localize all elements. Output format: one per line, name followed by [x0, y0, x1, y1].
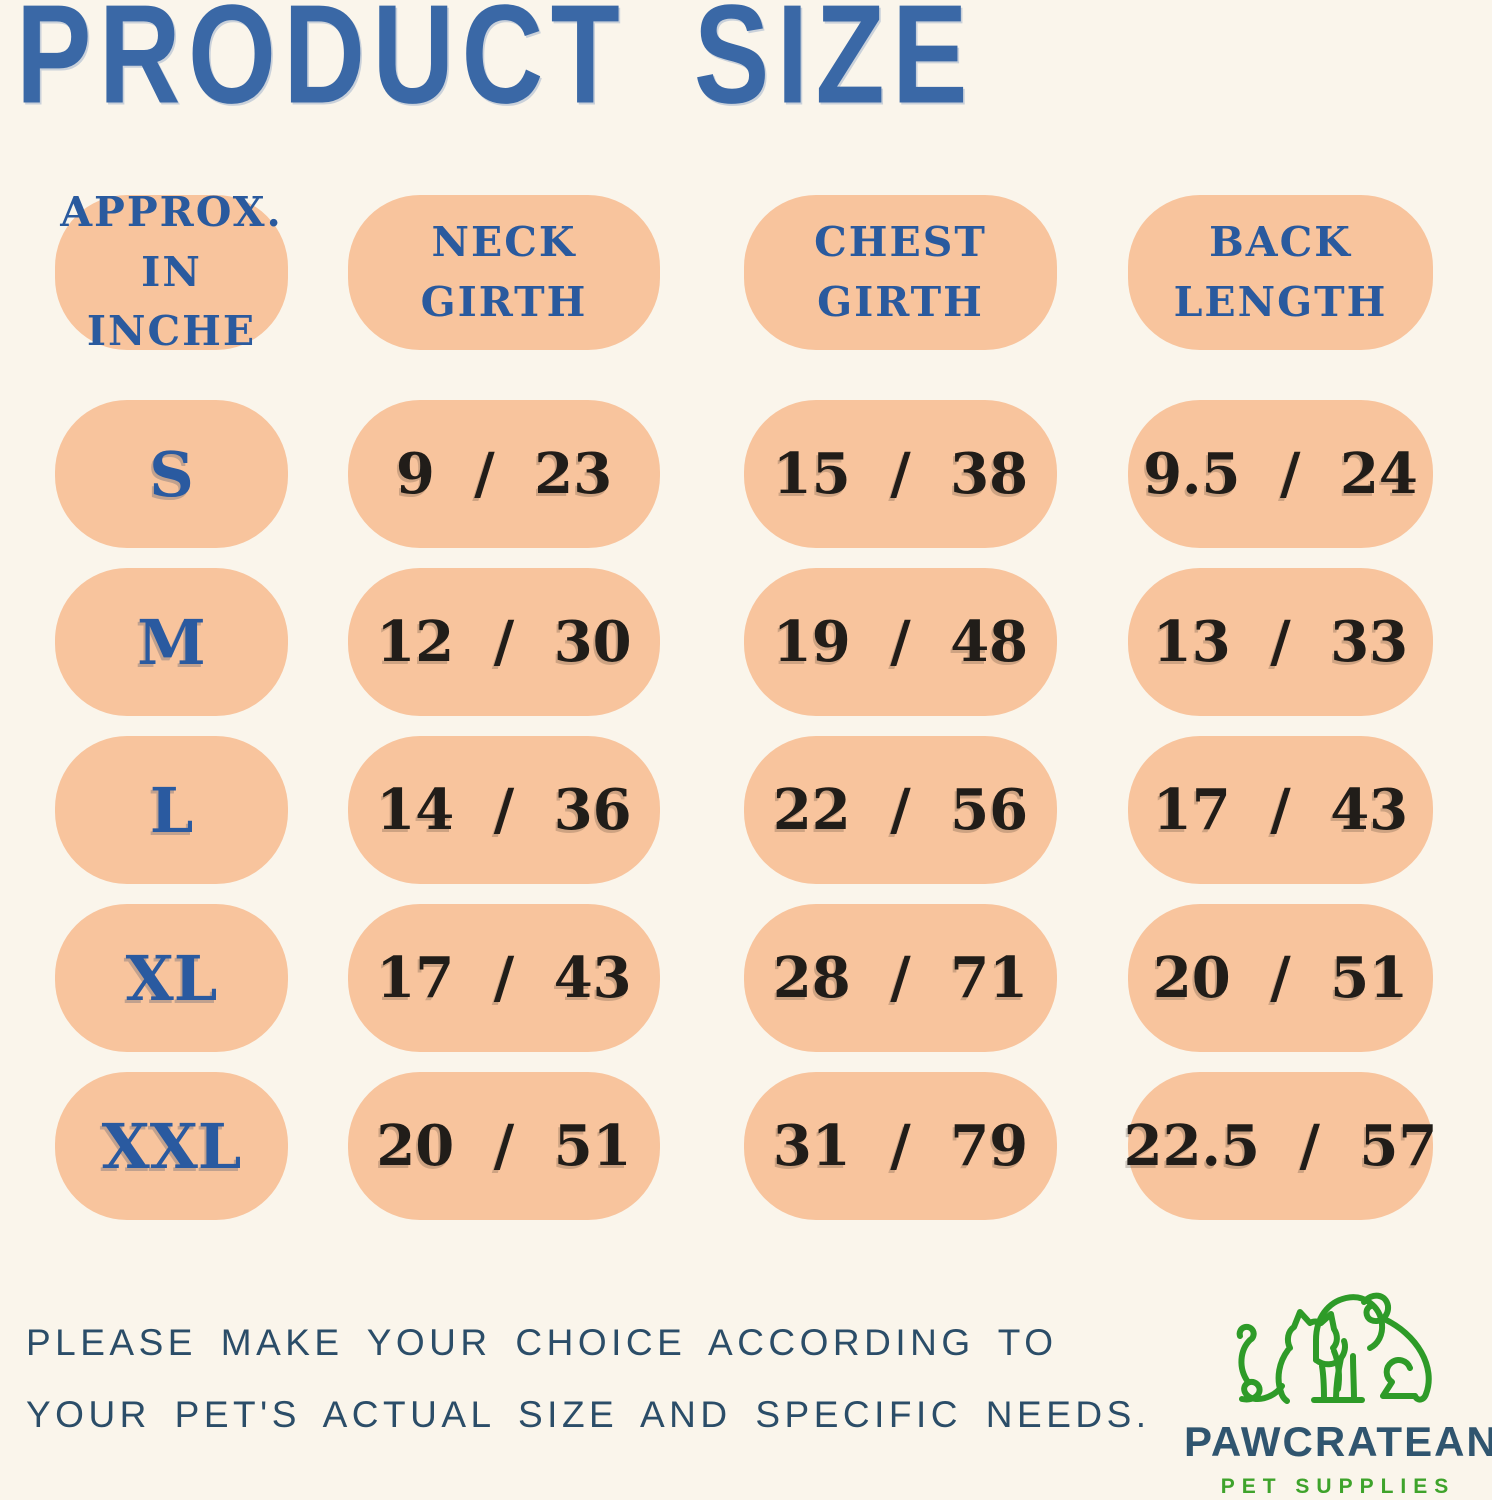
size-label: XL — [125, 941, 218, 1015]
size-row-xxl: XXL 20 / 51 31 / 79 22.5 / 57 — [55, 1072, 1437, 1220]
chest-girth-value: 15 / 38 — [772, 441, 1029, 507]
size-cell: XXL — [55, 1072, 288, 1220]
neck-girth-value: 17 / 43 — [376, 945, 632, 1011]
footer-note: PLEASE MAKE YOUR CHOICE ACCORDING TO YOU… — [26, 1322, 1151, 1466]
brand-tagline: PET SUPPLIES — [1220, 1475, 1456, 1498]
size-cell: XL — [55, 904, 288, 1052]
size-row-s: S 9 / 23 15 / 38 9.5 / 24 — [55, 400, 1433, 548]
chest-girth-cell: 28 / 71 — [744, 904, 1057, 1052]
back-length-cell: 22.5 / 57 — [1124, 1072, 1437, 1220]
size-label: M — [137, 605, 206, 679]
header-row: APPROX. IN INCHE NECK GIRTH CHEST GIRTH … — [55, 188, 1433, 355]
neck-girth-cell: 9 / 23 — [348, 400, 660, 548]
size-cell: M — [55, 568, 288, 716]
neck-girth-value: 20 / 51 — [376, 1113, 632, 1179]
back-length-value: 20 / 51 — [1152, 945, 1409, 1011]
header-line: GIRTH — [817, 277, 984, 326]
chest-girth-value: 31 / 79 — [772, 1113, 1029, 1179]
chest-girth-cell: 22 / 56 — [744, 736, 1057, 884]
header-line: APPROX. — [60, 188, 283, 237]
neck-girth-cell: 20 / 51 — [348, 1072, 660, 1220]
note-line-2: YOUR PET'S ACTUAL SIZE AND SPECIFIC NEED… — [26, 1394, 1151, 1435]
header-cell-back-length: BACK LENGTH — [1128, 195, 1433, 350]
chest-girth-value: 28 / 71 — [772, 945, 1029, 1011]
header-line: LENGTH — [1173, 277, 1388, 326]
size-label: S — [149, 437, 194, 511]
size-cell: L — [55, 736, 288, 884]
size-row-m: M 12 / 30 19 / 48 13 / 33 — [55, 568, 1433, 716]
back-length-cell: 9.5 / 24 — [1128, 400, 1433, 548]
header-cell-approx: APPROX. IN INCHE — [55, 188, 288, 355]
neck-girth-cell: 17 / 43 — [348, 904, 660, 1052]
chest-girth-cell: 31 / 79 — [744, 1072, 1057, 1220]
neck-girth-value: 14 / 36 — [376, 777, 632, 843]
note-line-1: PLEASE MAKE YOUR CHOICE ACCORDING TO — [26, 1322, 1058, 1363]
dog-cat-logo-icon — [1236, 1292, 1432, 1404]
size-table: APPROX. IN INCHE NECK GIRTH CHEST GIRTH … — [55, 188, 1437, 1220]
header-line: IN INCHE — [86, 247, 257, 356]
page-title: PRODUCT SIZE — [16, 0, 975, 134]
neck-girth-cell: 14 / 36 — [348, 736, 660, 884]
chest-girth-cell: 15 / 38 — [744, 400, 1057, 548]
neck-girth-cell: 12 / 30 — [348, 568, 660, 716]
back-length-value: 22.5 / 57 — [1123, 1113, 1438, 1179]
back-length-value: 13 / 33 — [1152, 609, 1409, 675]
chest-girth-value: 19 / 48 — [772, 609, 1029, 675]
size-row-l: L 14 / 36 22 / 56 17 / 43 — [55, 736, 1433, 884]
header-cell-chest-girth: CHEST GIRTH — [744, 195, 1057, 350]
header-line: GIRTH — [420, 277, 588, 326]
chest-girth-value: 22 / 56 — [772, 777, 1029, 843]
header-line: BACK — [1209, 218, 1352, 267]
back-length-cell: 17 / 43 — [1128, 736, 1433, 884]
neck-girth-value: 9 / 23 — [395, 441, 613, 507]
brand-name: PAWCRATEAN — [1184, 1418, 1492, 1465]
size-label: L — [149, 773, 194, 847]
header-cell-neck-girth: NECK GIRTH — [348, 195, 660, 350]
neck-girth-value: 12 / 30 — [376, 609, 632, 675]
back-length-cell: 20 / 51 — [1128, 904, 1433, 1052]
chest-girth-cell: 19 / 48 — [744, 568, 1057, 716]
header-line: NECK — [431, 218, 577, 267]
header-line: CHEST — [814, 218, 987, 267]
back-length-value: 9.5 / 24 — [1143, 441, 1418, 507]
size-cell: S — [55, 400, 288, 548]
size-row-xl: XL 17 / 43 28 / 71 20 / 51 — [55, 904, 1433, 1052]
size-label: XXL — [101, 1109, 242, 1183]
back-length-cell: 13 / 33 — [1128, 568, 1433, 716]
brand-block: PAWCRATEAN PET SUPPLIES — [1184, 1256, 1492, 1499]
back-length-value: 17 / 43 — [1152, 777, 1409, 843]
